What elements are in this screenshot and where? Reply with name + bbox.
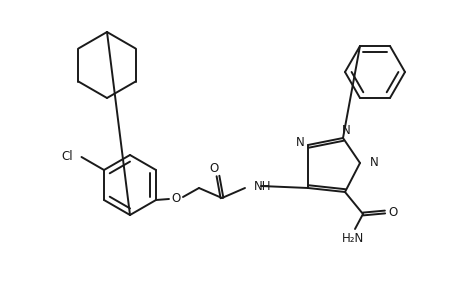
Text: Cl: Cl: [61, 151, 73, 164]
Text: N: N: [369, 157, 378, 169]
Text: O: O: [171, 191, 180, 205]
Text: H₂N: H₂N: [341, 232, 364, 245]
Text: N: N: [341, 124, 350, 136]
Text: O: O: [209, 161, 218, 175]
Text: NH: NH: [253, 179, 271, 193]
Text: O: O: [387, 206, 397, 218]
Text: N: N: [295, 136, 304, 149]
